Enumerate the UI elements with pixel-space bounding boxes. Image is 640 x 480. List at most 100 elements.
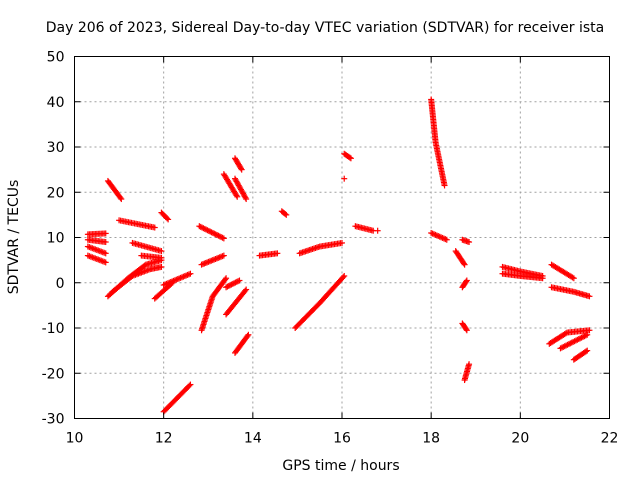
axis-ticks: 10 12 14 16 18 20 22 -30 -20 -10 0 10 20 30 40 50 bbox=[42, 50, 619, 447]
data-point bbox=[283, 211, 290, 218]
data-point bbox=[102, 259, 109, 266]
series-arc-38 bbox=[461, 361, 473, 384]
chart-title: Day 206 of 2023, Sidereal Day-to-day VTE… bbox=[46, 20, 604, 36]
data-point bbox=[347, 155, 354, 162]
series-arc-6 bbox=[116, 217, 158, 231]
data-point bbox=[231, 280, 238, 287]
data-point bbox=[187, 270, 194, 277]
data-point bbox=[340, 274, 347, 281]
series-arc-1 bbox=[84, 230, 109, 238]
data-point bbox=[187, 381, 194, 388]
series-arc-29 bbox=[341, 175, 348, 182]
data-point bbox=[569, 274, 576, 281]
data-point bbox=[158, 263, 165, 270]
data-point bbox=[233, 278, 240, 285]
y-tick-label: 40 bbox=[47, 95, 65, 111]
data-point bbox=[219, 234, 226, 241]
data-point bbox=[102, 230, 109, 237]
series-arc-34 bbox=[452, 248, 468, 268]
data-point bbox=[220, 235, 227, 242]
data-point bbox=[205, 227, 212, 234]
data-point bbox=[374, 227, 381, 234]
series-arc-35 bbox=[459, 236, 473, 246]
data-point bbox=[222, 276, 229, 283]
data-point bbox=[212, 231, 219, 238]
series-arc-33 bbox=[428, 229, 450, 243]
data-point bbox=[584, 331, 591, 338]
data-point bbox=[339, 239, 345, 246]
series-arc-11 bbox=[158, 209, 172, 223]
data-point bbox=[203, 226, 210, 233]
data-point bbox=[460, 260, 467, 267]
series-arc-30 bbox=[352, 223, 377, 234]
data-point bbox=[165, 216, 172, 223]
data-point bbox=[586, 327, 593, 334]
data-point bbox=[341, 272, 348, 279]
x-tick-label: 12 bbox=[155, 431, 173, 447]
series-arc-37 bbox=[459, 320, 470, 334]
series-arc-27 bbox=[292, 272, 348, 331]
series-arc-13 bbox=[160, 270, 194, 289]
series-arc-15 bbox=[196, 223, 227, 242]
series-arc-3 bbox=[84, 243, 109, 257]
y-axis-label: SDTVAR / TECUs bbox=[6, 180, 22, 295]
data-point bbox=[209, 229, 216, 236]
series-arc-28 bbox=[341, 150, 354, 162]
data-point bbox=[164, 215, 171, 222]
y-tick-label: -20 bbox=[42, 366, 65, 382]
data-point bbox=[225, 282, 232, 289]
data-point bbox=[197, 223, 204, 230]
data-point bbox=[237, 165, 244, 172]
data-point bbox=[443, 236, 450, 243]
data-point bbox=[463, 278, 470, 285]
series-arc-4 bbox=[84, 252, 109, 266]
data-point bbox=[186, 382, 193, 389]
data-point bbox=[224, 283, 231, 290]
y-tick-label: 50 bbox=[47, 50, 65, 66]
data-point bbox=[207, 228, 214, 235]
data-point bbox=[243, 286, 250, 293]
y-tick-label: 20 bbox=[47, 185, 65, 201]
data-point bbox=[200, 225, 207, 232]
data-point bbox=[215, 232, 222, 239]
y-tick-label: 30 bbox=[47, 140, 65, 156]
series-arc-5 bbox=[104, 177, 125, 203]
data-point bbox=[242, 287, 249, 294]
series-arc-44 bbox=[557, 331, 591, 352]
x-tick-label: 16 bbox=[333, 431, 351, 447]
data-point bbox=[274, 250, 281, 257]
series-arc-20 bbox=[232, 175, 250, 203]
data-point bbox=[227, 282, 234, 289]
data-point bbox=[151, 224, 158, 231]
y-tick-label: 10 bbox=[47, 231, 65, 247]
data-point bbox=[245, 331, 252, 338]
data-point bbox=[586, 293, 593, 300]
series-arc-17 bbox=[198, 275, 230, 334]
series-arc-31 bbox=[374, 227, 381, 234]
data-point bbox=[584, 347, 591, 354]
x-tick-label: 10 bbox=[66, 431, 84, 447]
data-point bbox=[211, 230, 218, 237]
data-point bbox=[236, 277, 243, 284]
data-point bbox=[562, 330, 569, 337]
series-arc-41 bbox=[548, 261, 577, 282]
y-tick-label: -10 bbox=[42, 321, 65, 337]
series-arc-7 bbox=[129, 239, 165, 255]
data-point bbox=[466, 361, 473, 368]
series-arc-10 bbox=[109, 263, 165, 295]
data-point bbox=[243, 196, 250, 203]
x-tick-label: 20 bbox=[511, 431, 529, 447]
data-point bbox=[463, 327, 470, 334]
data-point bbox=[220, 252, 227, 259]
data-point bbox=[466, 239, 473, 246]
data-point bbox=[102, 250, 109, 257]
data-point bbox=[232, 279, 239, 286]
y-tick-label: 0 bbox=[56, 276, 65, 292]
x-tick-label: 18 bbox=[422, 431, 440, 447]
data-point bbox=[463, 277, 470, 284]
data-point bbox=[223, 275, 230, 282]
data-point bbox=[570, 275, 577, 282]
series-arc-43 bbox=[546, 327, 593, 347]
series-arc-45 bbox=[570, 347, 591, 363]
